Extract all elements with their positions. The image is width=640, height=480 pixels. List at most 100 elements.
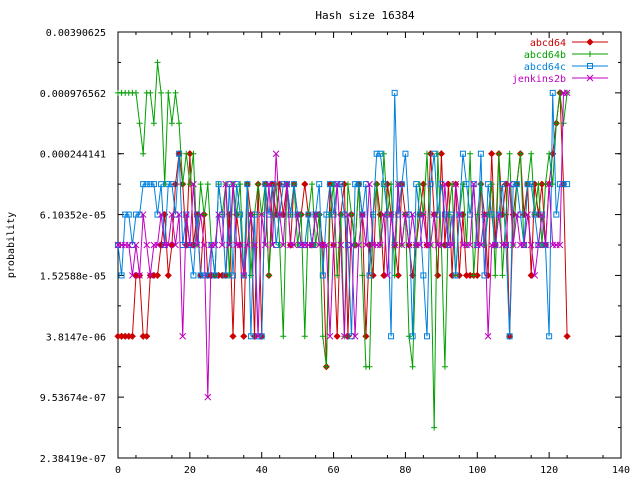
data-point <box>477 241 485 249</box>
data-point <box>294 242 301 248</box>
data-point <box>258 333 265 340</box>
data-point <box>243 241 251 249</box>
data-point <box>348 241 355 249</box>
data-point <box>352 242 359 248</box>
data-point <box>132 89 139 96</box>
data-point <box>484 332 492 340</box>
data-point <box>326 332 334 340</box>
data-point <box>273 242 280 248</box>
data-point <box>222 180 230 188</box>
data-point <box>154 59 161 66</box>
data-point <box>485 211 492 218</box>
data-point <box>323 241 330 249</box>
data-point <box>337 181 344 188</box>
data-point <box>549 181 556 188</box>
data-point <box>175 211 183 218</box>
data-point <box>122 211 129 218</box>
data-point <box>330 211 337 218</box>
data-point <box>118 272 125 279</box>
data-point <box>164 271 172 279</box>
data-point <box>348 211 355 218</box>
data-point <box>251 241 258 249</box>
data-point <box>405 241 413 249</box>
data-point <box>172 211 179 218</box>
data-point <box>312 211 319 218</box>
data-point <box>481 211 488 218</box>
data-point <box>136 272 143 279</box>
data-point <box>236 241 244 249</box>
data-point <box>431 424 438 431</box>
data-point <box>301 180 309 188</box>
data-point <box>129 272 136 279</box>
data-point <box>384 211 391 218</box>
data-point <box>398 241 406 249</box>
data-point <box>376 241 384 249</box>
data-point <box>150 120 157 127</box>
data-point <box>308 241 316 249</box>
legend-marker <box>586 38 594 46</box>
data-point <box>222 272 229 279</box>
data-point <box>394 180 402 188</box>
data-point <box>340 332 348 340</box>
data-point <box>204 393 212 401</box>
data-point <box>563 89 571 97</box>
data-point <box>218 241 226 249</box>
data-point <box>179 332 187 340</box>
data-point <box>499 272 506 279</box>
data-point <box>254 332 262 340</box>
data-point <box>172 89 179 96</box>
data-point <box>420 211 427 218</box>
data-point <box>409 333 416 340</box>
data-point <box>535 181 542 188</box>
data-point <box>219 211 226 218</box>
data-point <box>409 211 416 218</box>
data-point <box>391 272 398 279</box>
data-point <box>229 332 237 340</box>
data-point <box>362 181 369 188</box>
legend-label: abcd64 <box>530 38 566 49</box>
data-point <box>255 181 262 188</box>
data-point <box>125 241 133 249</box>
data-point <box>150 181 157 188</box>
data-point <box>556 241 564 249</box>
data-point <box>449 181 456 188</box>
data-point <box>154 241 161 249</box>
data-point <box>215 181 222 188</box>
x-tick-label: 60 <box>328 465 340 476</box>
data-point <box>182 211 190 218</box>
data-point <box>132 211 139 218</box>
data-point <box>128 332 136 340</box>
data-point <box>186 241 194 249</box>
data-point <box>168 181 175 188</box>
data-point <box>384 272 391 279</box>
axes-layer: 0 20 40 60 80 100 120 140 2.38419e-07 9.53674e-07… <box>40 28 630 476</box>
data-point <box>190 180 197 188</box>
data-point <box>546 150 553 157</box>
data-point <box>164 241 172 249</box>
data-point <box>441 180 449 188</box>
data-point <box>190 272 197 279</box>
data-point <box>502 241 510 249</box>
data-point <box>157 211 165 218</box>
data-point <box>362 332 370 340</box>
data-point <box>287 211 294 218</box>
data-point <box>359 272 366 279</box>
data-point <box>212 272 219 279</box>
data-point <box>355 241 363 249</box>
data-point <box>545 180 553 188</box>
data-point <box>506 333 513 340</box>
data-point <box>538 211 546 218</box>
chart-title: Hash size 16384 <box>315 9 415 22</box>
data-point <box>477 181 484 188</box>
data-point <box>380 211 388 218</box>
data-point <box>176 120 183 127</box>
data-point <box>488 150 496 158</box>
data-point <box>280 181 287 188</box>
data-point <box>319 333 326 340</box>
data-point <box>262 181 269 188</box>
data-point <box>183 150 190 157</box>
data-point <box>140 150 147 157</box>
data-point <box>265 180 273 188</box>
data-point <box>319 272 326 279</box>
